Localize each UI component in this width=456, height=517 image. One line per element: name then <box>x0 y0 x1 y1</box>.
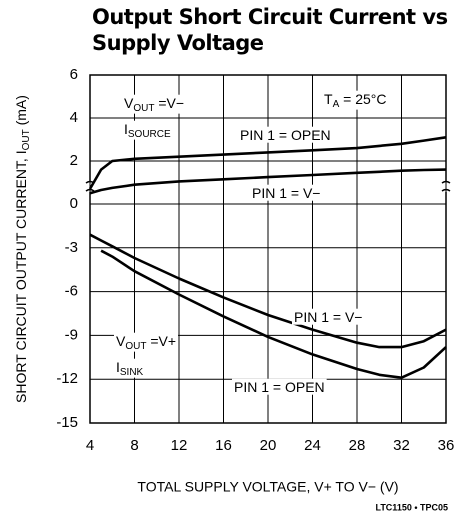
annotation-part: SOURCE <box>128 129 171 140</box>
annotation-part: I <box>116 359 120 375</box>
figure-note: LTC1150 • TPC05 <box>375 502 448 512</box>
annotation-bg <box>232 378 327 395</box>
annotation: PIN 1 = OPEN <box>240 127 331 143</box>
annotation-bg <box>238 126 333 143</box>
annotation-part: V <box>124 95 134 111</box>
x-tick-label: 28 <box>349 437 366 454</box>
y-tick-label: -15 <box>56 414 78 431</box>
curve <box>100 249 447 379</box>
chart-title: Output Short Circuit Current vs <box>92 5 448 29</box>
x-tick-label: 16 <box>215 437 232 454</box>
annotation: PIN 1 = V− <box>252 185 320 201</box>
annotation-part: T <box>324 91 333 107</box>
y-tick-label: -6 <box>65 283 78 300</box>
y-tick-label: -3 <box>65 239 78 256</box>
annotation: VOUT =V+ <box>116 333 176 352</box>
annotation-bg <box>122 94 187 114</box>
annotation-part: =V+ <box>146 333 176 349</box>
y-tick-label: 2 <box>70 152 78 169</box>
annotation-part: V <box>116 333 126 349</box>
y-axis-label-part: OUT <box>21 129 32 150</box>
annotation-bg <box>322 90 389 110</box>
annotation: VOUT =V− <box>124 95 184 114</box>
x-tick-label: 12 <box>171 437 188 454</box>
annotation-part: SINK <box>120 367 144 378</box>
annotation: TA = 25°C <box>324 91 386 110</box>
y-tick-label: 6 <box>70 66 78 83</box>
annotation-bg <box>114 358 146 378</box>
annotation-part: =V− <box>154 95 184 111</box>
annotation-part: OUT <box>125 341 146 352</box>
annotation-part: = 25°C <box>339 91 386 107</box>
annotation-bg <box>292 308 365 325</box>
annotation-bg <box>114 332 179 352</box>
annotation-part: PIN 1 = V− <box>294 309 362 325</box>
x-tick-label: 32 <box>393 437 410 454</box>
annotation-part: A <box>333 99 340 110</box>
x-tick-label: 4 <box>86 437 94 454</box>
x-tick-label: 20 <box>260 437 277 454</box>
annotation-bg <box>122 120 174 140</box>
y-tick-label: -9 <box>65 326 78 343</box>
annotation-part: I <box>124 121 128 137</box>
x-tick-label: 36 <box>438 437 455 454</box>
y-tick-label: 4 <box>70 109 78 126</box>
y-axis-label-part: (mA) <box>13 95 29 129</box>
annotation: ISINK <box>116 359 144 378</box>
chart-title: Supply Voltage <box>92 31 264 55</box>
curve <box>89 168 447 195</box>
x-tick-label: 8 <box>130 437 138 454</box>
annotation-bg <box>250 184 323 201</box>
annotation-part: PIN 1 = OPEN <box>240 127 331 143</box>
y-axis-label-part: SHORT CIRCUIT OUTPUT CURRENT, I <box>13 150 29 403</box>
annotation-part: PIN 1 = OPEN <box>234 379 325 395</box>
annotation-part: PIN 1 = V− <box>252 185 320 201</box>
y-axis-label: SHORT CIRCUIT OUTPUT CURRENT, IOUT (mA) <box>13 95 32 403</box>
annotation: ISOURCE <box>124 121 171 140</box>
annotation-part: OUT <box>133 103 154 114</box>
y-tick-label: 0 <box>70 195 78 212</box>
x-axis-label: TOTAL SUPPLY VOLTAGE, V+ TO V− (V) <box>137 479 398 495</box>
curve <box>89 233 447 349</box>
annotation: PIN 1 = V− <box>294 309 362 325</box>
x-tick-label: 24 <box>304 437 321 454</box>
annotation: PIN 1 = OPEN <box>234 379 325 395</box>
y-tick-label: -12 <box>56 370 78 387</box>
curve <box>88 136 447 190</box>
